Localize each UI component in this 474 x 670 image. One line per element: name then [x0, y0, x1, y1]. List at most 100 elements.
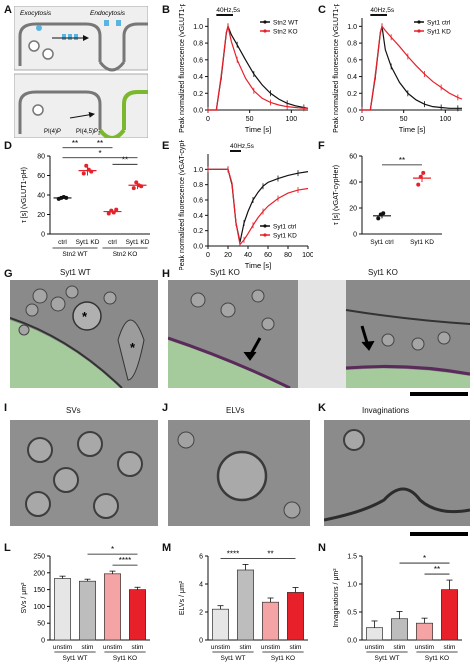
group-label: Stn2 WT — [62, 251, 87, 258]
data-point — [416, 182, 421, 187]
star-marker: * — [82, 309, 88, 324]
y-axis-label: Invaginations / μm² — [333, 568, 340, 628]
x-tick-label: 0 — [360, 116, 364, 123]
em-h-title-right: Syt1 KO — [368, 268, 398, 277]
x-tick-label: 40 — [244, 252, 252, 259]
significance-label: ** — [97, 140, 103, 148]
y-tick-label: 250 — [33, 554, 45, 561]
panel-label-k: K — [318, 402, 326, 414]
x-tick-label: 80 — [284, 252, 292, 259]
significance-label: ** — [267, 549, 273, 558]
x-tick-label: unstim — [103, 644, 122, 651]
y-tick-label: 2 — [199, 610, 203, 617]
legend-label: Syt1 ctrl — [427, 20, 451, 27]
y-tick-label: 0.4 — [347, 74, 357, 81]
em-i-title: SVs — [66, 406, 81, 415]
endocytosis-label: Endocytosis — [90, 10, 126, 17]
x-tick-label: stim — [290, 644, 302, 651]
x-tick-label: 100 — [439, 116, 451, 123]
panel-gap — [298, 280, 346, 388]
bar — [54, 578, 71, 641]
significance-label: ** — [122, 155, 128, 164]
protein-icon — [104, 20, 109, 26]
y-tick-label: 200 — [33, 570, 45, 577]
significance-label: **** — [227, 549, 239, 558]
y-tick-label: 100 — [33, 604, 45, 611]
x-tick-label: stim — [132, 644, 144, 651]
significance-label: ** — [434, 565, 440, 574]
chart-e: 0.0 0.2 0.4 0.6 0.8 1.0 Peak normalized fluore… — [179, 140, 313, 270]
y-tick-label: 1.0 — [193, 24, 203, 31]
series-line — [362, 26, 462, 111]
chart-m: 0 2 4 6 ELVs / μm² unstim stim unstim stim Syt1 W… — [179, 549, 308, 662]
x-axis-label: Time [s] — [245, 261, 271, 270]
y-axis-label: τ [s] (vGLUT1-pH) — [21, 167, 28, 223]
y-tick-label: 20 — [349, 206, 357, 213]
conversion-arrow — [69, 111, 95, 119]
x-tick-label: unstim — [415, 644, 434, 651]
postsynaptic-region — [10, 320, 120, 388]
y-tick-label: 0.0 — [347, 638, 357, 645]
legend-label: Syt1 ctrl — [273, 224, 297, 231]
stim-label: 40Hz,5s — [216, 7, 241, 14]
series-line — [362, 25, 463, 111]
em-h-title-left: Syt1 KO — [210, 268, 240, 277]
star-marker: * — [130, 340, 136, 355]
y-tick-label: 0.0 — [193, 108, 203, 115]
legend-label: Stn2 KO — [273, 29, 298, 36]
legend-marker — [263, 233, 267, 237]
y-tick-label: 0.0 — [347, 108, 357, 115]
legend-label: Syt1 KD — [273, 233, 297, 240]
x-tick-label: 100 — [302, 252, 313, 259]
series-line — [208, 24, 309, 111]
x-tick-label: unstim — [261, 644, 280, 651]
group-label: Syt1 KO — [425, 655, 449, 662]
x-tick-label: stim — [444, 644, 456, 651]
vesicle — [28, 40, 40, 52]
em-j-svg — [168, 420, 310, 526]
stim-label: 40Hz,5s — [230, 143, 255, 150]
chart-l: 0 50 100 150 200 250 SVs / μm² unstim stim unstim… — [21, 545, 150, 662]
panel-label-g: G — [4, 268, 13, 280]
protein-icon — [36, 25, 42, 31]
x-axis-label: Time [s] — [399, 125, 425, 134]
y-axis-label: Peak normalized fluorescence (vGLUT1-pH) — [179, 4, 186, 133]
y-tick-label: 1.0 — [347, 24, 357, 31]
group-label: Syt1 WT — [375, 655, 400, 662]
chart-n: 0.0 0.5 1.0 1.5 Invaginations / μm² unstim sti… — [333, 554, 462, 662]
significance-label: * — [423, 554, 426, 563]
scale-bar — [410, 532, 468, 536]
em-g-title: Syt1 WT — [60, 268, 91, 277]
panel-label-c: C — [318, 4, 326, 16]
significance-label: ** — [72, 140, 78, 148]
panel-label-d: D — [4, 140, 12, 152]
x-tick-label: Syt1 ctrl — [370, 239, 394, 246]
group-label: Syt1 KO — [271, 655, 295, 662]
endocytic-pit — [98, 61, 126, 72]
panel-label-a: A — [4, 4, 12, 16]
data-point — [131, 186, 136, 191]
panel-label-m: M — [162, 542, 172, 554]
x-tick-label: ctrl — [58, 239, 67, 246]
bar — [262, 601, 279, 641]
data-point — [114, 207, 119, 212]
protein-icon — [74, 34, 78, 40]
elv — [216, 450, 268, 502]
panel-label-f: F — [318, 140, 325, 152]
bar — [104, 573, 121, 641]
em-image-j — [168, 420, 310, 526]
y-tick-label: 0 — [353, 232, 357, 239]
em-k-title: Invaginations — [362, 406, 410, 415]
y-tick-label: 0.8 — [347, 41, 357, 48]
y-tick-label: 60 — [349, 154, 357, 161]
legend-marker — [263, 29, 267, 33]
y-tick-label: 0.2 — [347, 91, 357, 98]
bar — [79, 580, 96, 641]
x-tick-label: 100 — [285, 116, 297, 123]
panel-label-b: B — [162, 4, 170, 16]
bar — [237, 569, 254, 641]
vesicle — [32, 104, 44, 116]
protein-icon — [116, 20, 121, 26]
x-tick-label: stim — [82, 644, 94, 651]
panel-a-schematic: Exocytosis Endocytosis PI(4)P PI(4,5)P2 — [14, 6, 148, 138]
